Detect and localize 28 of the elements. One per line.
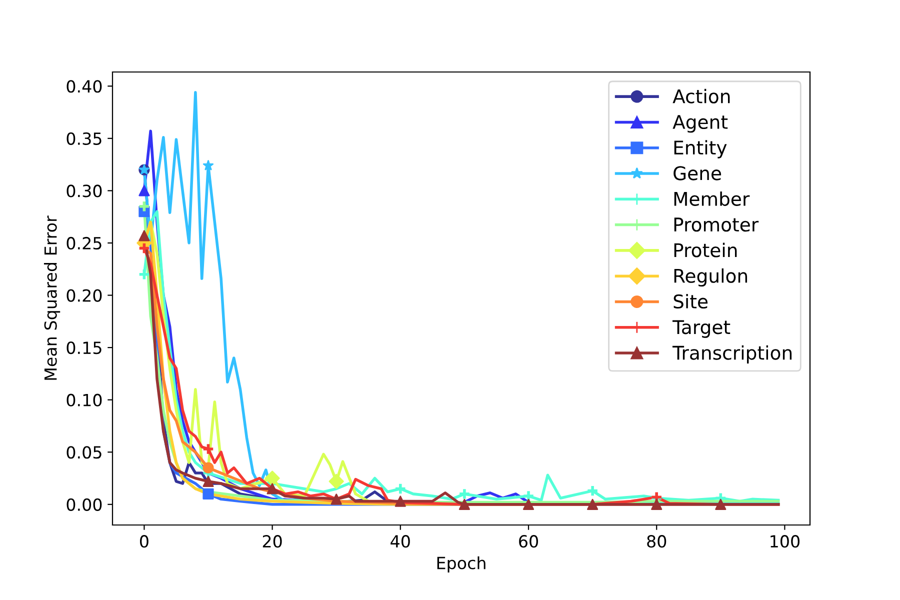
x-tick-label: 0 [140, 535, 148, 548]
y-tick-label: 0.30 [66, 184, 102, 198]
legend-label: Regulon [674, 268, 748, 287]
x-tick-label: 60 [519, 535, 538, 548]
legend-label: Site [674, 294, 708, 309]
x-tick-label: 20 [262, 535, 282, 548]
legend-label: Promoter [674, 218, 759, 232]
y-tick-label: 0.15 [66, 342, 102, 354]
x-tick-label: 80 [647, 535, 666, 548]
y-tick-label: 0.10 [66, 394, 102, 406]
y-tick-label: 0.00 [66, 498, 102, 511]
legend-label: Protein [674, 242, 737, 258]
y-tick-label: 0.20 [66, 289, 102, 302]
x-tick-label: 100 [770, 535, 800, 548]
legend-label: Gene [674, 166, 722, 180]
y-tick-label: 0.40 [66, 80, 102, 93]
y-tick-label: 0.05 [66, 446, 102, 459]
y-tick-label: 0.35 [66, 132, 102, 145]
y-tick-label: 0.25 [66, 236, 102, 250]
legend-label: Agent [672, 115, 728, 133]
x-tick-label: 40 [390, 535, 410, 548]
legend-label: Entity [674, 140, 727, 158]
legend-label: Member [674, 191, 750, 206]
x-axis-title: Epoch [437, 556, 486, 573]
legend-label: Action [672, 88, 730, 104]
legend-label: Transcription [672, 345, 792, 364]
y-axis-title: Mean Squared Error [44, 216, 60, 380]
legend-label: Target [672, 320, 730, 338]
